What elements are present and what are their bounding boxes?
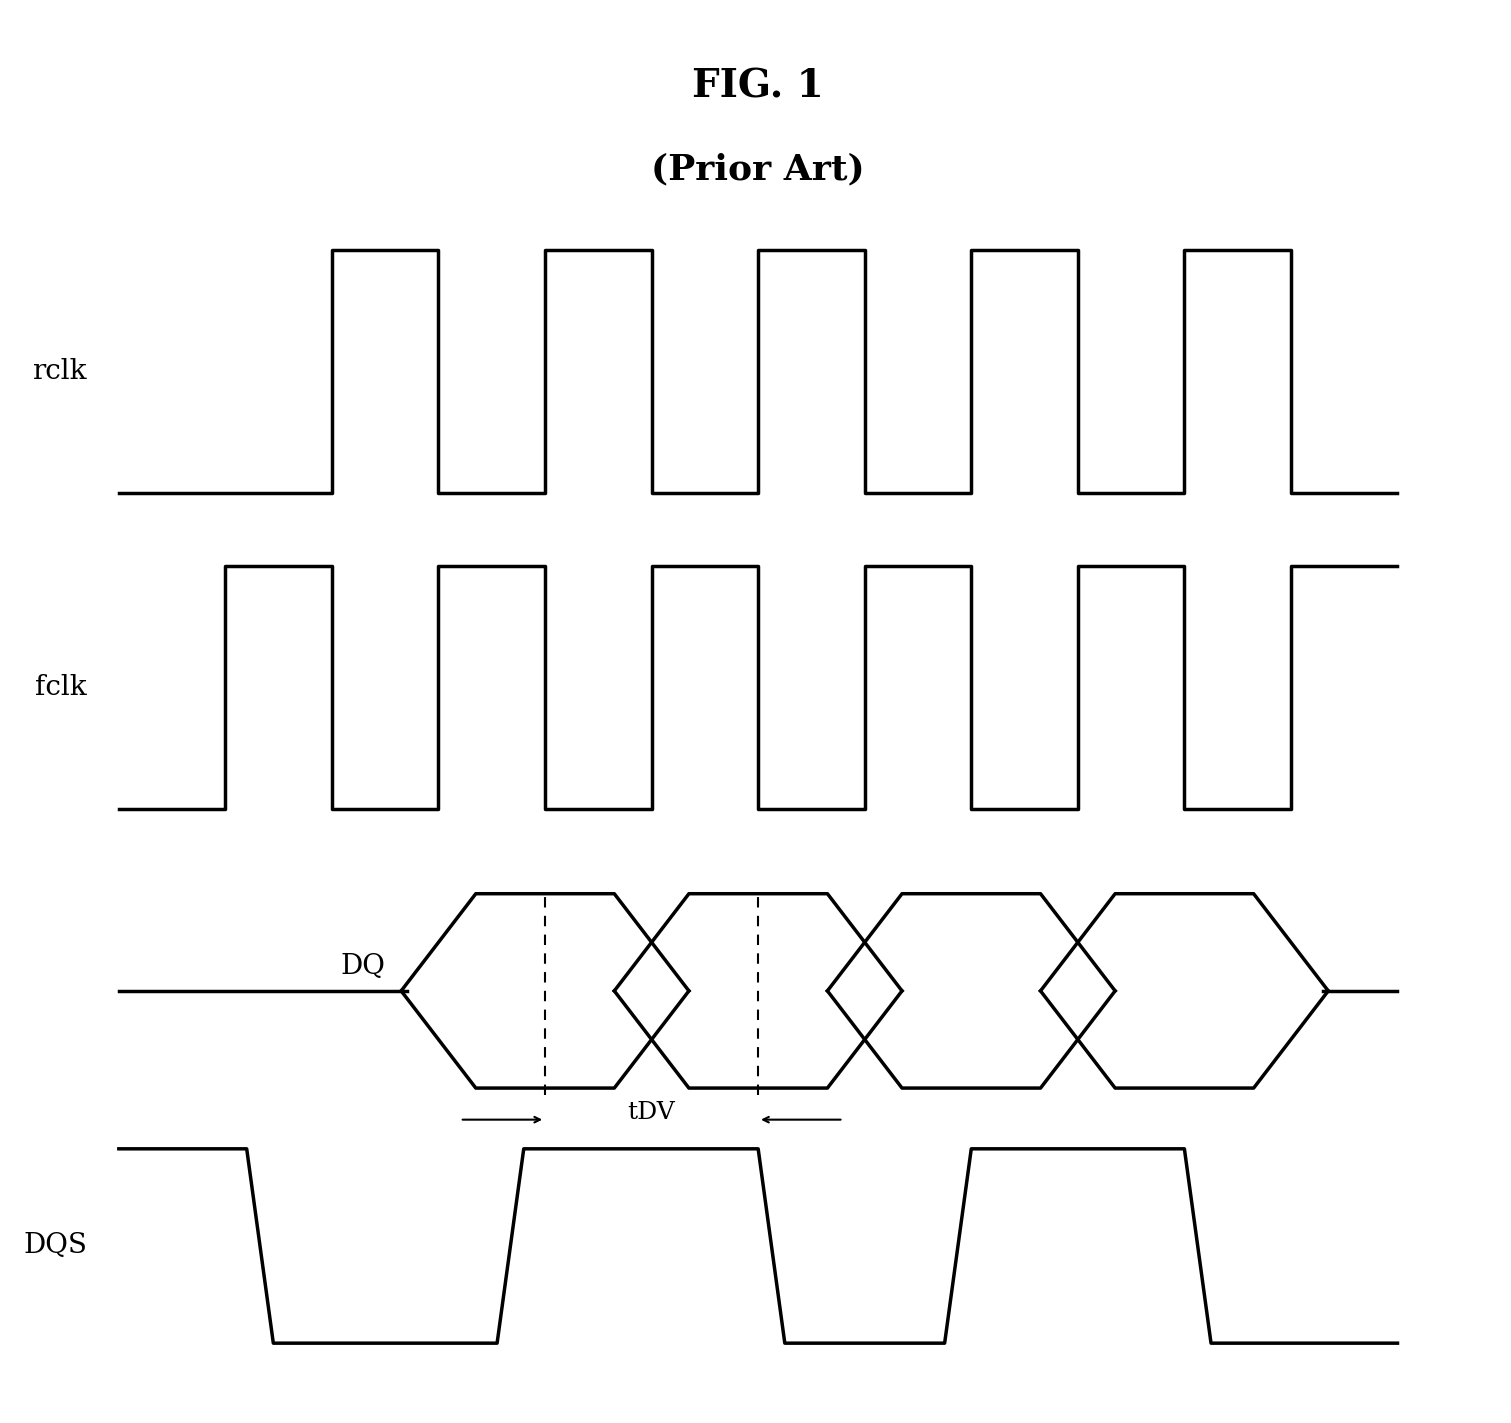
Text: DQ: DQ xyxy=(340,953,385,980)
Text: (Prior Art): (Prior Art) xyxy=(651,152,864,186)
Text: rclk: rclk xyxy=(32,357,86,384)
Text: fclk: fclk xyxy=(35,673,86,700)
Text: tDV: tDV xyxy=(627,1101,675,1124)
Text: FIG. 1: FIG. 1 xyxy=(692,68,823,105)
Text: DQS: DQS xyxy=(23,1232,86,1259)
